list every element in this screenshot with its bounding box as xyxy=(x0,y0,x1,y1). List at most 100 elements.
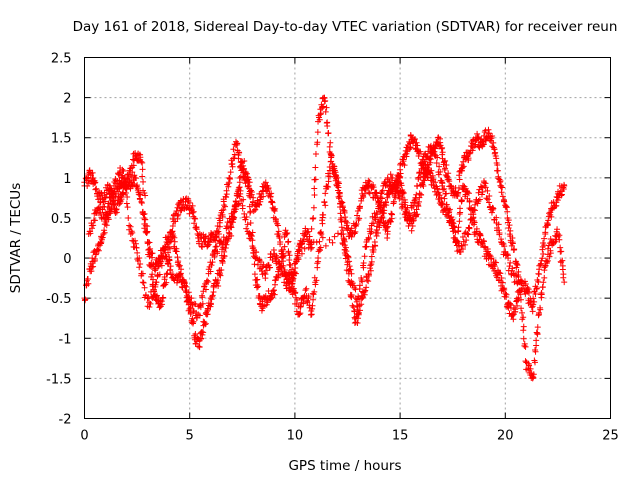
data-point xyxy=(138,198,145,205)
data-point xyxy=(141,189,148,196)
data-point xyxy=(405,222,412,229)
data-point xyxy=(466,150,473,157)
data-point xyxy=(189,320,196,327)
data-point xyxy=(248,233,255,240)
data-point xyxy=(202,286,209,293)
data-point xyxy=(322,97,329,104)
data-point xyxy=(189,202,196,209)
data-point xyxy=(273,254,280,261)
data-point xyxy=(246,203,253,210)
data-point xyxy=(281,243,288,250)
data-point xyxy=(297,303,304,310)
data-point xyxy=(533,285,540,292)
data-point xyxy=(347,266,354,273)
data-point xyxy=(255,283,262,290)
data-point xyxy=(424,154,431,161)
data-point xyxy=(414,211,421,218)
data-markers xyxy=(81,94,568,382)
data-point xyxy=(310,215,317,222)
data-point xyxy=(528,304,535,311)
data-point xyxy=(132,237,139,244)
data-point xyxy=(124,194,131,201)
y-tick-label: -1.5 xyxy=(46,372,71,387)
data-point xyxy=(110,202,117,209)
data-point xyxy=(314,129,321,136)
data-point xyxy=(236,179,243,186)
data-point xyxy=(534,324,541,331)
data-point xyxy=(204,306,211,313)
data-point xyxy=(452,229,459,236)
data-point xyxy=(479,188,486,195)
data-point xyxy=(116,170,123,177)
data-point xyxy=(211,253,218,260)
data-point xyxy=(237,173,244,180)
data-point xyxy=(365,278,372,285)
data-point xyxy=(278,265,285,272)
data-point xyxy=(259,183,266,190)
data-point xyxy=(135,257,142,264)
data-point xyxy=(167,263,174,270)
data-point xyxy=(379,213,386,220)
data-point xyxy=(378,195,385,202)
data-point xyxy=(355,303,362,310)
data-point xyxy=(344,252,351,259)
data-point xyxy=(352,228,359,235)
data-point xyxy=(125,214,132,221)
data-point xyxy=(276,235,283,242)
data-point xyxy=(305,228,312,235)
data-point xyxy=(501,243,508,250)
data-point xyxy=(257,259,264,266)
data-point xyxy=(207,300,214,307)
data-point xyxy=(561,182,568,189)
data-point xyxy=(340,235,347,242)
data-point xyxy=(514,280,521,287)
data-point xyxy=(435,189,442,196)
data-point xyxy=(425,174,432,181)
data-point xyxy=(514,302,521,309)
data-point xyxy=(521,342,528,349)
data-point xyxy=(539,284,546,291)
data-point xyxy=(116,177,123,184)
y-tick-label: 1 xyxy=(63,172,71,187)
data-point xyxy=(407,214,414,221)
data-point xyxy=(365,235,372,242)
data-point xyxy=(178,279,185,286)
data-point xyxy=(326,163,333,170)
data-point xyxy=(261,270,268,277)
data-point xyxy=(139,279,146,286)
data-point xyxy=(336,189,343,196)
data-point xyxy=(193,226,200,233)
data-point xyxy=(415,203,422,210)
data-point xyxy=(419,181,426,188)
data-point xyxy=(251,271,258,278)
data-point xyxy=(303,285,310,292)
data-point xyxy=(359,295,366,302)
data-point xyxy=(201,321,208,328)
data-point xyxy=(97,239,104,246)
y-tick-label: -1 xyxy=(59,332,72,347)
data-point xyxy=(332,175,339,182)
data-point xyxy=(485,130,492,137)
data-point xyxy=(269,294,276,301)
data-point xyxy=(522,280,529,287)
data-point xyxy=(218,267,225,274)
data-point xyxy=(358,276,365,283)
data-point xyxy=(387,218,394,225)
data-point xyxy=(158,262,165,269)
data-point xyxy=(481,179,488,186)
data-point xyxy=(119,172,126,179)
data-point xyxy=(356,295,363,302)
data-point xyxy=(249,243,256,250)
data-point xyxy=(319,234,326,241)
data-point xyxy=(354,319,361,326)
data-point xyxy=(403,150,410,157)
data-point xyxy=(317,229,324,236)
data-point xyxy=(513,272,520,279)
data-point xyxy=(446,209,453,216)
y-axis-label: SDTVAR / TECUs xyxy=(8,183,24,293)
data-point xyxy=(368,258,375,265)
data-point xyxy=(476,196,483,203)
data-point xyxy=(134,249,141,256)
data-point xyxy=(141,215,148,222)
data-point xyxy=(542,230,549,237)
